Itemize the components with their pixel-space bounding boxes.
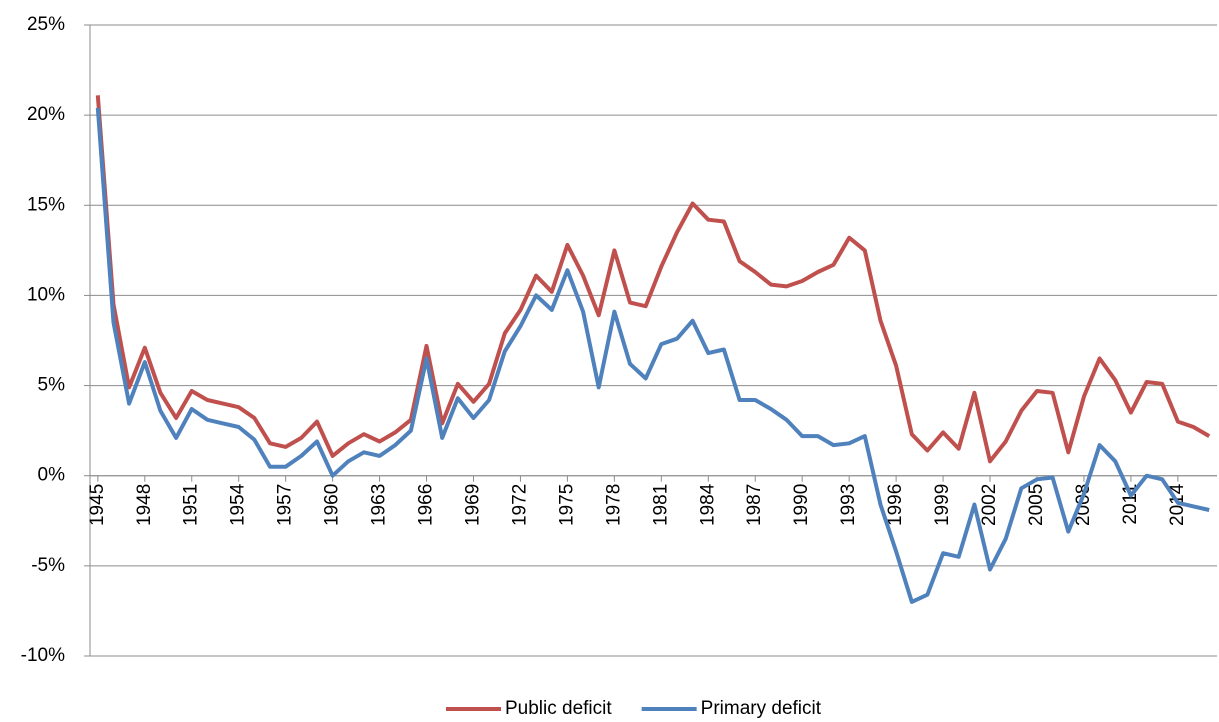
x-tick-label: 2011: [1120, 484, 1141, 525]
y-tick-label: 15%: [27, 194, 65, 215]
x-tick-label: 1954: [228, 483, 249, 526]
x-tick-label: 1996: [885, 484, 906, 526]
y-tick-label: 25%: [27, 14, 65, 35]
x-tick-label: 1990: [791, 484, 812, 526]
x-tick-label: 1993: [838, 484, 859, 526]
x-tick-label: 2008: [1073, 484, 1094, 526]
y-tick-label: -5%: [31, 555, 65, 576]
x-tick-label: 1960: [322, 484, 343, 526]
x-tick-label: 1963: [369, 484, 390, 526]
x-tick-label: 1978: [603, 484, 624, 526]
series-line: [95, 95, 1211, 464]
y-tick-label: 0%: [38, 465, 66, 486]
y-tick-label: -10%: [21, 645, 65, 666]
y-tick-label: 20%: [27, 104, 65, 125]
x-tick-label: 1948: [134, 484, 155, 526]
x-tick-label: 1984: [697, 483, 718, 526]
x-tick-label: 1957: [275, 484, 296, 526]
x-tick-label: 1975: [556, 484, 577, 526]
series-line: [95, 107, 1210, 604]
legend-label: Public deficit: [505, 698, 612, 719]
x-tick-label: 1969: [463, 484, 484, 526]
x-tick-label: 1987: [744, 484, 765, 526]
y-tick-label: 5%: [38, 375, 66, 396]
x-tick-label: 1966: [416, 484, 437, 526]
x-tick-label: 2005: [1026, 484, 1047, 526]
x-tick-label: 1945: [87, 484, 108, 526]
x-tick-label: 1981: [650, 484, 671, 526]
y-tick-label: 10%: [27, 284, 65, 305]
x-tick-label: 1972: [509, 484, 530, 526]
x-tick-label: 1999: [932, 484, 953, 526]
x-tick-label: 1951: [181, 484, 202, 526]
legend-label: Primary deficit: [701, 698, 822, 719]
x-tick-label: 2002: [979, 484, 1000, 526]
